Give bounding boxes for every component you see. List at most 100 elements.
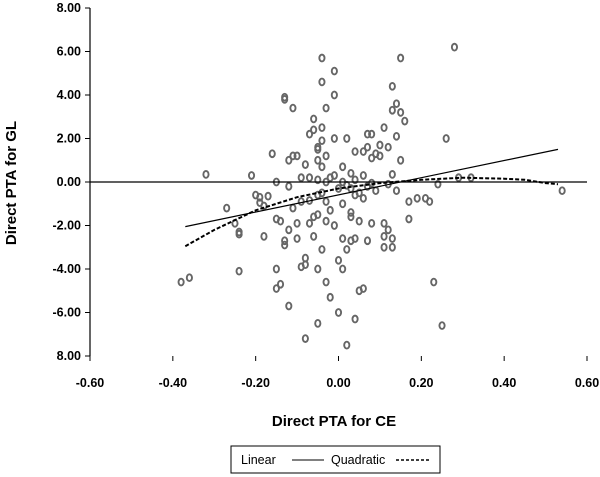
y-tick-label: 0.00 — [57, 175, 81, 189]
data-point — [405, 197, 413, 206]
data-point — [318, 136, 326, 146]
y-tick-label: 4.00 — [57, 88, 81, 102]
data-point — [376, 140, 384, 150]
data-point — [438, 321, 446, 330]
data-point — [318, 123, 326, 132]
data-point — [281, 236, 289, 246]
fit-lines — [184, 148, 559, 248]
data-point — [339, 199, 347, 209]
data-point — [285, 155, 293, 165]
data-point — [347, 212, 355, 222]
data-point — [293, 151, 301, 161]
y-tick-label: 2.00 — [57, 132, 81, 146]
data-point — [247, 171, 256, 180]
data-point — [351, 175, 359, 185]
y-tick-label: -4.00 — [53, 262, 82, 276]
data-point — [351, 147, 359, 156]
legend: Linear Quadratic — [230, 445, 441, 474]
x-tick-label: 0.00 — [326, 376, 350, 390]
data-point — [347, 208, 355, 217]
data-point — [285, 225, 293, 235]
y-tick-label: 8.00 — [57, 349, 81, 363]
data-point — [235, 229, 243, 239]
data-point — [426, 197, 434, 206]
data-point — [392, 99, 401, 109]
data-point — [339, 264, 347, 274]
x-tick-label: 0.40 — [492, 376, 516, 390]
data-point — [343, 245, 351, 254]
data-point — [368, 218, 376, 228]
data-point — [330, 171, 338, 180]
data-point — [314, 264, 322, 274]
data-point — [223, 203, 231, 213]
data-point — [297, 173, 305, 183]
data-point — [289, 203, 297, 213]
x-tick-label: -0.20 — [241, 376, 270, 390]
data-point — [330, 90, 338, 100]
data-point — [260, 232, 268, 241]
data-point — [380, 232, 388, 241]
data-point — [301, 160, 309, 169]
data-point — [293, 234, 301, 243]
data-point — [359, 193, 367, 203]
data-point — [380, 123, 388, 132]
data-point — [343, 340, 351, 350]
data-point — [281, 240, 289, 250]
data-point — [322, 277, 330, 287]
data-point — [339, 234, 347, 243]
data-point — [380, 242, 388, 252]
data-point — [202, 170, 210, 179]
data-point — [305, 129, 314, 139]
data-point — [318, 77, 326, 87]
data-point — [314, 319, 322, 328]
data-point — [401, 116, 409, 126]
data-point — [322, 103, 330, 113]
data-point — [305, 218, 314, 228]
data-point — [339, 162, 347, 172]
legend-box — [230, 445, 441, 474]
data-point — [318, 245, 326, 254]
data-point — [314, 175, 322, 185]
x-axis-title: Direct PTA for CE — [272, 413, 396, 430]
data-point — [397, 53, 405, 63]
data-point — [413, 193, 421, 203]
y-axis-ticks: 8.00 6.00 4.00 2.00 0.00 -2.00 -4.00 -6.00 8.00 — [53, 1, 90, 363]
data-point — [322, 197, 330, 206]
data-point — [430, 277, 438, 287]
legend-label-quadratic: Quadratic — [331, 453, 385, 467]
data-point — [285, 301, 293, 311]
x-tick-label: -0.60 — [76, 376, 105, 390]
data-point — [388, 242, 396, 252]
data-point — [235, 266, 243, 276]
data-point — [310, 232, 318, 241]
data-point — [392, 131, 401, 141]
data-point — [359, 284, 367, 293]
data-point — [334, 255, 343, 265]
data-point — [281, 94, 289, 104]
data-point — [314, 145, 322, 154]
x-tick-label: 0.60 — [575, 376, 599, 390]
data-point — [343, 134, 351, 143]
x-tick-label: -0.40 — [159, 376, 188, 390]
y-tick-label: 8.00 — [57, 1, 81, 15]
data-point — [351, 234, 359, 243]
data-point — [318, 53, 326, 63]
data-point — [322, 216, 330, 226]
data-point — [363, 142, 372, 152]
data-point — [289, 151, 297, 161]
data-point — [305, 173, 314, 183]
data-point — [326, 205, 334, 215]
linear-fit-line — [185, 148, 559, 228]
data-point — [380, 218, 388, 228]
x-tick-label: 0.20 — [409, 376, 433, 390]
data-point — [318, 162, 326, 172]
data-point — [322, 151, 330, 161]
data-point — [388, 81, 396, 91]
data-point — [397, 108, 405, 117]
data-point — [384, 142, 392, 152]
data-points — [177, 42, 566, 350]
data-point — [272, 284, 280, 293]
quadratic-fit-line — [184, 176, 559, 248]
data-point — [351, 314, 359, 324]
data-point — [301, 260, 309, 270]
